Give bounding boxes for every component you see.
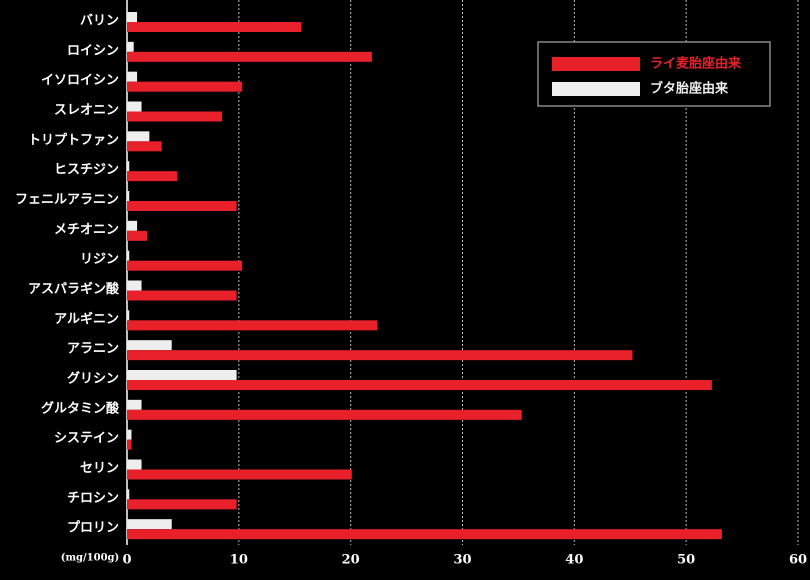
bar bbox=[127, 290, 237, 301]
bar bbox=[127, 220, 138, 231]
y-tick-label: アスパラギン酸 bbox=[28, 281, 120, 297]
bar bbox=[127, 71, 138, 82]
y-tick-label: セリン bbox=[80, 461, 119, 476]
legend-label: ブタ胎座由来 bbox=[650, 81, 729, 97]
x-axis-label: (mg/100g) bbox=[61, 553, 120, 564]
bar bbox=[127, 22, 302, 32]
bar bbox=[127, 409, 522, 420]
x-tick-label: 0 bbox=[122, 553, 131, 568]
x-tick-label: 30 bbox=[453, 553, 471, 568]
y-tick-label: メチオニン bbox=[54, 222, 119, 237]
bar bbox=[127, 250, 130, 261]
bar bbox=[127, 111, 223, 122]
bar bbox=[127, 489, 130, 500]
x-tick-label: 10 bbox=[230, 553, 248, 568]
x-tick-label: 50 bbox=[677, 553, 695, 568]
bar bbox=[127, 260, 243, 271]
y-tick-label: リジン bbox=[80, 252, 119, 267]
x-tick-label: 60 bbox=[789, 553, 807, 568]
bar bbox=[127, 161, 130, 172]
bar bbox=[127, 499, 237, 510]
bar bbox=[127, 201, 237, 211]
bar bbox=[127, 350, 633, 361]
bar bbox=[127, 399, 142, 410]
y-tick-label: バリン bbox=[80, 13, 119, 28]
bar bbox=[127, 131, 150, 142]
bar bbox=[127, 459, 142, 470]
legend-swatch bbox=[552, 82, 640, 96]
y-tick-label: スレオニン bbox=[54, 103, 119, 118]
bar bbox=[127, 439, 132, 450]
bar bbox=[127, 310, 130, 321]
bar bbox=[127, 81, 243, 92]
legend-swatch bbox=[552, 57, 640, 71]
bar bbox=[127, 340, 172, 351]
y-tick-label: フェニルアラニン bbox=[15, 192, 119, 207]
y-tick-label: グリシン bbox=[67, 370, 119, 386]
y-tick-label: グルタミン酸 bbox=[41, 400, 120, 416]
legend-label: ライ麦胎座由来 bbox=[650, 56, 742, 72]
bar bbox=[127, 380, 712, 390]
bar bbox=[127, 280, 142, 291]
bar bbox=[127, 171, 178, 182]
y-tick-label: アルギニン bbox=[54, 311, 119, 327]
bar bbox=[127, 519, 172, 530]
x-tick-label: 20 bbox=[342, 553, 360, 568]
y-tick-label: ロイシン bbox=[67, 43, 119, 58]
bar bbox=[127, 230, 148, 241]
y-tick-label: アラニン bbox=[67, 342, 119, 357]
y-tick-label: イソロイシン bbox=[41, 73, 119, 88]
bar bbox=[127, 320, 378, 331]
y-tick-label: システイン bbox=[54, 431, 119, 446]
bar bbox=[127, 429, 132, 440]
y-tick-label: チロシン bbox=[67, 491, 119, 506]
y-tick-label: トリプトファン bbox=[28, 133, 119, 148]
bar bbox=[127, 41, 134, 52]
bar bbox=[127, 529, 722, 540]
bar bbox=[127, 101, 142, 112]
bar bbox=[127, 370, 237, 380]
y-tick-label: ヒスチジン bbox=[54, 163, 119, 178]
bar bbox=[127, 469, 352, 480]
bar bbox=[127, 141, 162, 152]
y-tick-label: プロリン bbox=[67, 521, 119, 536]
bar bbox=[127, 12, 138, 22]
bar bbox=[127, 191, 130, 201]
bar bbox=[127, 51, 372, 62]
x-tick-label: 40 bbox=[565, 553, 583, 568]
